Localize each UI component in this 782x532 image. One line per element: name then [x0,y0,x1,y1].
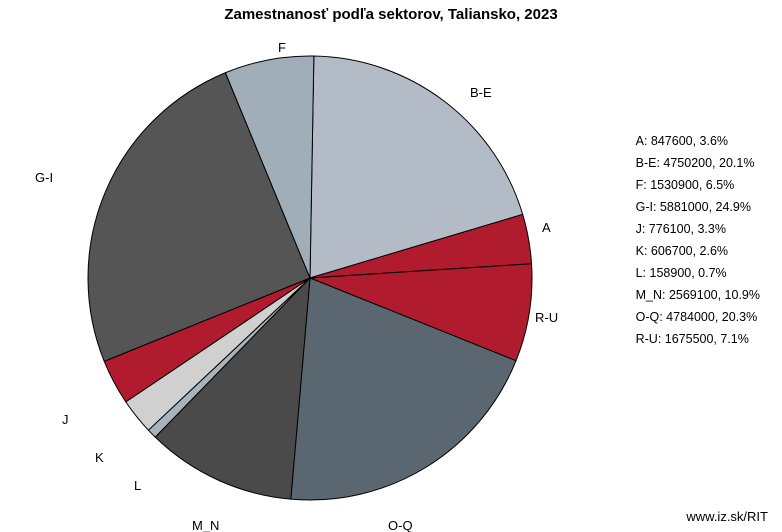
pie-chart: B-EAR-UO-QM_NLKJG-IF [20,30,560,510]
slice-label-K: K [95,450,104,465]
source-url: www.iz.sk/RIT [686,509,768,524]
legend-item-2: F: 1530900, 6.5% [636,174,760,196]
slice-label-B-E: B-E [470,85,492,100]
legend-item-6: L: 158900, 0.7% [636,262,760,284]
slice-label-L: L [134,478,141,493]
legend-item-3: G-I: 5881000, 24.9% [636,196,760,218]
legend: A: 847600, 3.6%B-E: 4750200, 20.1%F: 153… [636,130,760,350]
legend-item-7: M_N: 2569100, 10.9% [636,284,760,306]
legend-item-4: J: 776100, 3.3% [636,218,760,240]
legend-item-0: A: 847600, 3.6% [636,130,760,152]
slice-label-F: F [278,40,286,55]
chart-title: Zamestnanosť podľa sektorov, Taliansko, … [0,6,782,23]
slice-label-M_N: M_N [192,518,219,532]
slice-label-J: J [62,412,69,427]
legend-item-5: K: 606700, 2.6% [636,240,760,262]
slice-label-G-I: G-I [35,170,53,185]
legend-item-1: B-E: 4750200, 20.1% [636,152,760,174]
legend-item-9: R-U: 1675500, 7.1% [636,328,760,350]
legend-item-8: O-Q: 4784000, 20.3% [636,306,760,328]
slice-label-O-Q: O-Q [388,518,413,532]
slice-label-A: A [542,220,551,235]
slice-label-R-U: R-U [535,310,558,325]
